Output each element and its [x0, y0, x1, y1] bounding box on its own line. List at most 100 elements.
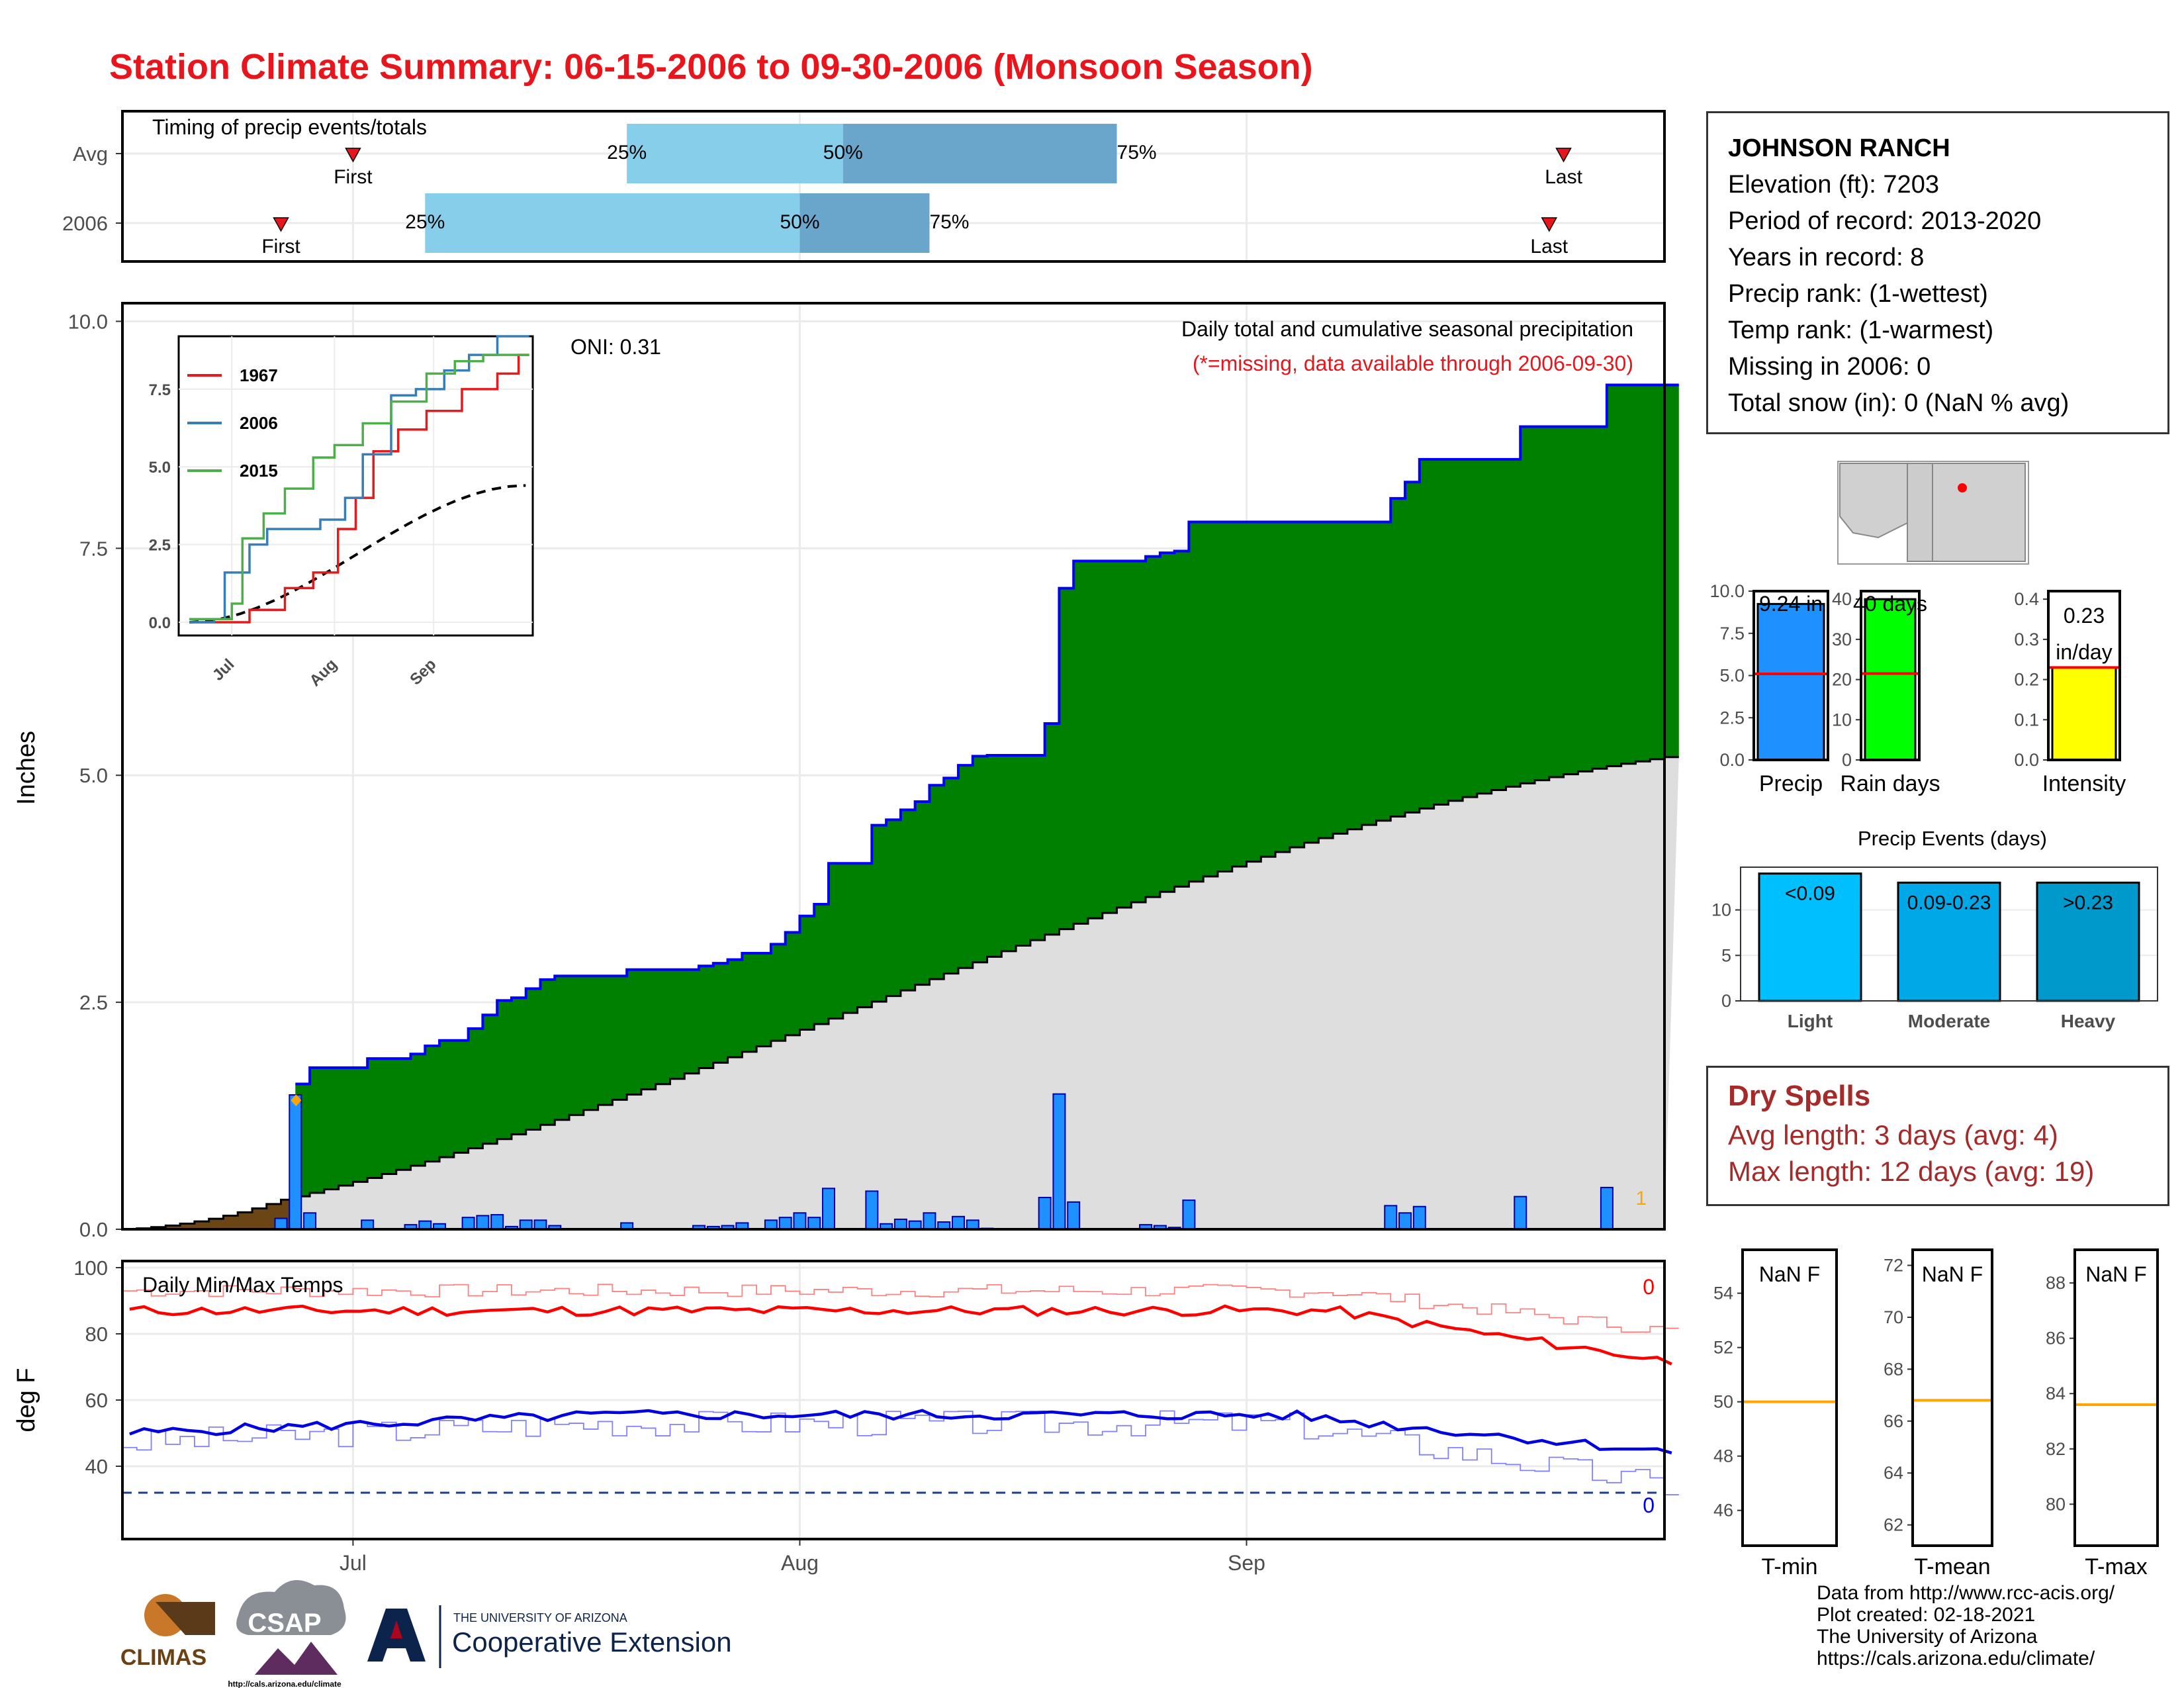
gauge-ytick-label: 72 — [1884, 1256, 1903, 1276]
gauge-ytick-label: 48 — [1713, 1446, 1733, 1466]
gauge-title: Intensity — [2042, 771, 2126, 796]
gauge-value-label2: in/day — [2056, 640, 2112, 664]
daily-precip-bar — [1052, 1093, 1066, 1230]
gauge-value-label: 40 days — [1853, 592, 1927, 616]
events-bar-label: 0.09-0.23 — [1907, 892, 1991, 914]
inset-legend-label: 1967 — [240, 365, 278, 385]
precip-ytick-label: 7.5 — [79, 537, 108, 560]
daily-precip-bar — [807, 1217, 821, 1230]
daily-precip-bar — [519, 1219, 533, 1230]
cumulative-excess-area — [295, 385, 1679, 1197]
daily-precip-bar — [764, 1219, 778, 1230]
timing-panel-border — [121, 110, 1666, 263]
gauge-title: Precip — [1759, 771, 1823, 796]
climas-mountain-icon — [156, 1602, 215, 1635]
daily-precip-bar — [361, 1219, 375, 1230]
gauge-ytick-label: 40 — [1832, 589, 1852, 609]
daily-precip-bar — [1067, 1201, 1081, 1230]
inset-panel — [177, 335, 534, 637]
daily-precip-bar — [951, 1215, 965, 1231]
x-tick-label: Sep — [1228, 1551, 1265, 1575]
credit-university: The University of Arizona — [1817, 1626, 2038, 1648]
events-xtick-label: Moderate — [1908, 1011, 1990, 1031]
dry-spells-box: Dry Spells Avg length: 3 days (avg: 4) M… — [1706, 1066, 2169, 1206]
inset-ytick-label: 7.5 — [149, 381, 171, 399]
gauge-ytick-label: 20 — [1832, 670, 1852, 690]
gauge-ytick-label: 66 — [1884, 1411, 1903, 1431]
gauge-border — [1860, 590, 1921, 761]
gauge-panel-bg — [1913, 1250, 1992, 1546]
gauge-ytick-label: 0.3 — [2014, 630, 2039, 649]
timing-row-label: Avg — [73, 142, 108, 165]
daily-precip-bar — [1384, 1205, 1398, 1231]
gauge-title: T-mean — [1914, 1554, 1990, 1579]
last-marker — [1555, 148, 1572, 163]
gauge-ytick-label: 0.0 — [2014, 750, 2039, 770]
oni-label: ONI: 0.31 — [570, 335, 661, 359]
station-snow: Total snow (in): 0 (NaN % avg) — [1728, 389, 2070, 417]
new-mexico-shape — [1932, 463, 2026, 562]
gauge-value-label: 9.24 in — [1759, 592, 1823, 616]
gauge-bar — [2051, 666, 2117, 761]
station-info-box: JOHNSON RANCH Elevation (ft): 7203 Perio… — [1706, 111, 2169, 434]
inset-ytick-label: 2.5 — [149, 537, 171, 555]
gauge-ytick-label: 84 — [2046, 1383, 2066, 1403]
credits: Data from http://www.rcc-acis.org/ Plot … — [1817, 1582, 2115, 1669]
timing-bar-25-50 — [425, 193, 800, 253]
gauge-ytick-label: 70 — [1884, 1307, 1903, 1327]
timing-label-75: 75% — [929, 211, 969, 233]
last-label: Last — [1530, 236, 1568, 258]
csap-url-text: http://cals.arizona.edu/climate — [228, 1679, 341, 1688]
gauge-title: T-min — [1762, 1554, 1818, 1579]
timing-label-75: 75% — [1117, 142, 1157, 164]
gauge-ytick-label: 68 — [1884, 1359, 1903, 1379]
gauge-ytick-label: 82 — [2046, 1439, 2066, 1459]
gauge-value-label: NaN F — [2085, 1262, 2146, 1286]
gauge-ytick-label: 54 — [1713, 1284, 1733, 1303]
station-missing: Missing in 2006: 0 — [1728, 353, 1931, 381]
gauge-border — [2073, 1248, 2159, 1547]
temp-ytick-label: 60 — [85, 1389, 108, 1412]
gauge-bar — [1864, 598, 1917, 761]
events-xtick-label: Light — [1788, 1011, 1833, 1031]
temp-ytick-label: 80 — [85, 1323, 108, 1346]
timing-label-25: 25% — [607, 142, 647, 164]
events-title: Precip Events (days) — [1858, 827, 2047, 850]
gauge-bar — [1756, 602, 1825, 761]
inset-series-line — [189, 353, 529, 621]
credit-url: https://cals.arizona.edu/climate/ — [1817, 1648, 2095, 1669]
gauge-border — [2047, 590, 2121, 761]
gauge-ytick-label: 2.5 — [1719, 708, 1745, 727]
temp-axis-title: deg F — [13, 1368, 40, 1432]
daily-precip-bar — [1038, 1196, 1052, 1231]
events-ytick-label: 0 — [1721, 991, 1731, 1011]
events-bar — [2036, 881, 2140, 1002]
cumulative-2006-line — [295, 383, 1679, 1086]
dry-spells-avg: Avg length: 3 days (avg: 4) — [1728, 1119, 2058, 1150]
gauge-panel-bg — [1743, 1250, 1837, 1546]
gauge-ytick-label: 80 — [2046, 1494, 2066, 1514]
daily-precip-bar — [822, 1188, 836, 1231]
station-elevation: Elevation (ft): 7203 — [1728, 171, 1939, 199]
daily-precip-bar — [778, 1217, 792, 1230]
gauge-ytick-label: 52 — [1713, 1338, 1733, 1358]
gauge-panel-bg — [2075, 1250, 2158, 1546]
first-label: First — [261, 236, 300, 258]
missing-note: (*=missing, data available through 2006-… — [1193, 352, 1633, 375]
station-location-dot — [1958, 483, 1967, 492]
daily-precip-bar — [533, 1219, 547, 1230]
daily-precip-bar — [289, 1094, 302, 1230]
precip-panel-border — [121, 302, 1666, 1231]
precip-ytick-label: 2.5 — [79, 991, 108, 1014]
inset-series-line — [189, 335, 529, 624]
temp-ytick-label: 40 — [85, 1455, 108, 1478]
csap-logo-text: CSAP — [248, 1609, 321, 1638]
gauge-border — [1741, 1248, 1838, 1547]
gauge-value-label: 0.23 — [2064, 604, 2105, 628]
x-tick-label: Aug — [781, 1551, 819, 1575]
timing-title: Timing of precip events/totals — [152, 115, 427, 139]
station-precip-rank: Precip rank: (1-wettest) — [1728, 280, 1988, 308]
events-bar — [1758, 872, 1862, 1002]
gauge-ytick-label: 0.0 — [1719, 750, 1745, 770]
tmin-count-label: 0 — [1643, 1493, 1655, 1517]
